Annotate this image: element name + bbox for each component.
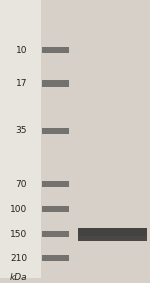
FancyBboxPatch shape xyxy=(42,128,69,134)
FancyBboxPatch shape xyxy=(78,228,147,241)
FancyBboxPatch shape xyxy=(42,231,69,237)
FancyBboxPatch shape xyxy=(78,236,147,241)
Text: 150: 150 xyxy=(10,230,27,239)
Text: 100: 100 xyxy=(10,205,27,214)
FancyBboxPatch shape xyxy=(42,80,69,87)
FancyBboxPatch shape xyxy=(42,47,69,53)
Text: 35: 35 xyxy=(15,126,27,135)
FancyBboxPatch shape xyxy=(42,206,69,212)
Text: kDa: kDa xyxy=(9,273,27,282)
Text: 10: 10 xyxy=(15,46,27,55)
FancyBboxPatch shape xyxy=(42,181,69,187)
FancyBboxPatch shape xyxy=(42,255,69,261)
Text: 210: 210 xyxy=(10,254,27,263)
FancyBboxPatch shape xyxy=(0,0,40,278)
Text: 17: 17 xyxy=(15,79,27,88)
Text: 70: 70 xyxy=(15,180,27,189)
